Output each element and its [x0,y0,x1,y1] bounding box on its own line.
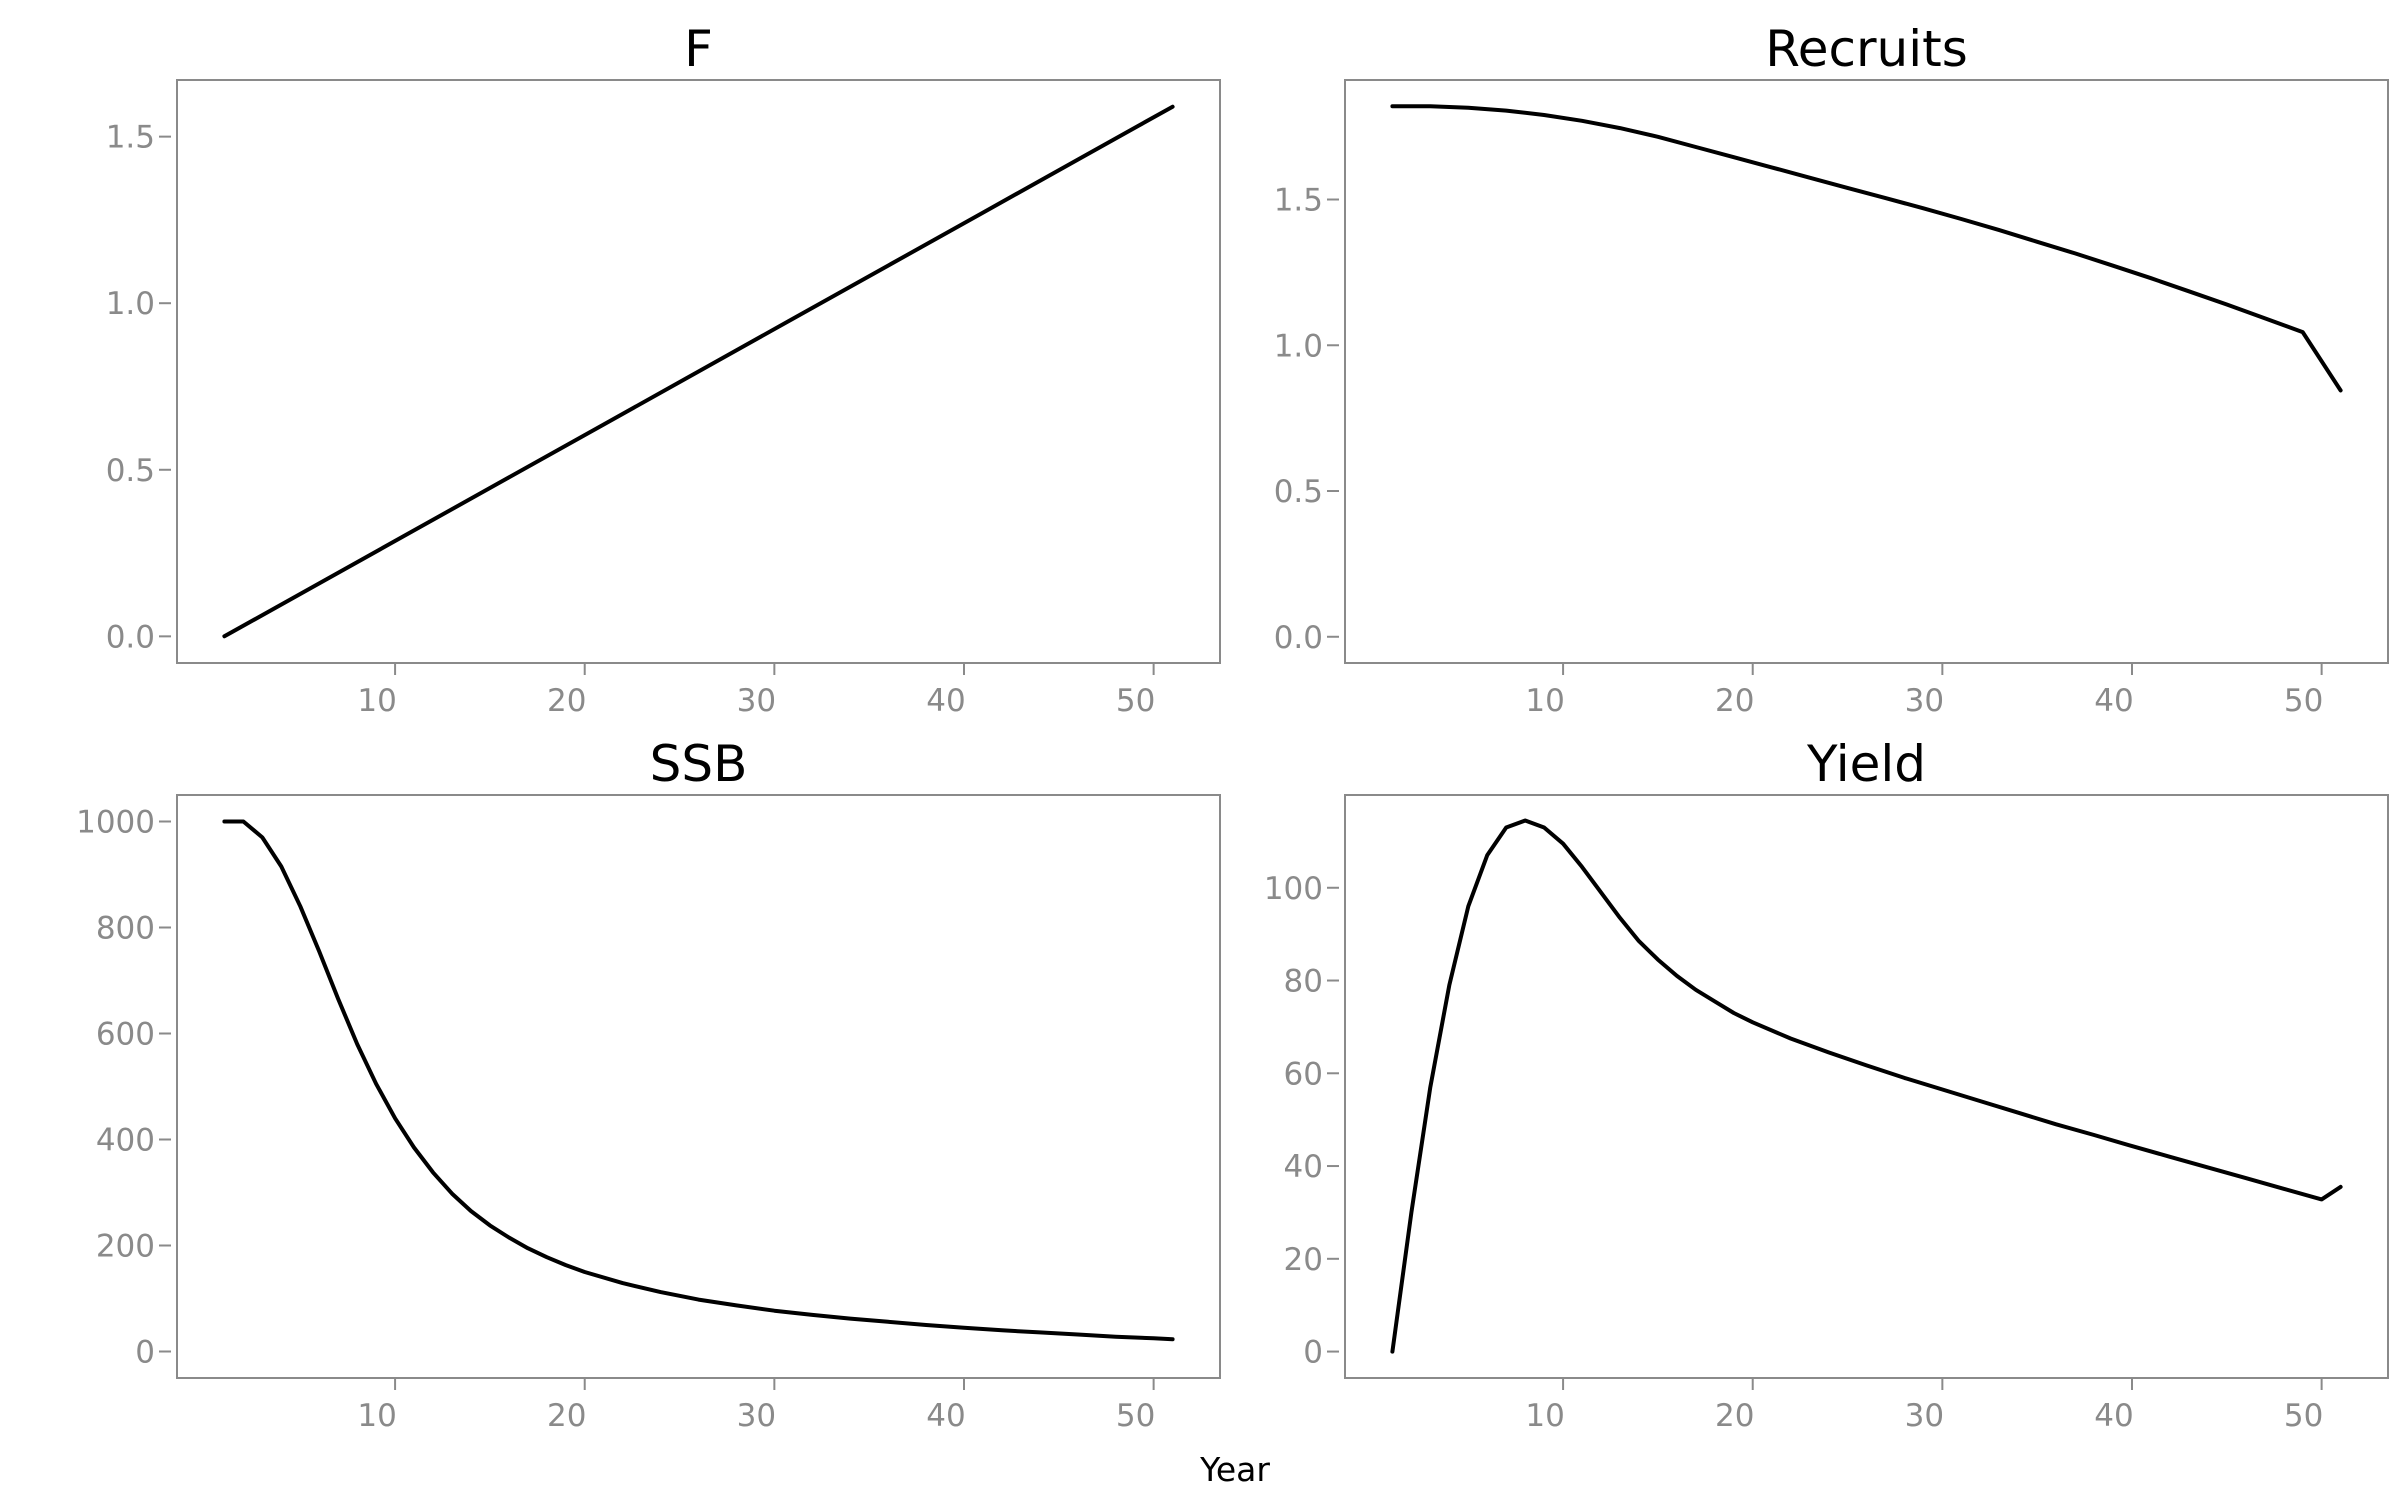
plot-area-f [176,79,1221,664]
x-tick-label-yield: 30 [1905,1398,1944,1434]
y-tick-label-ssb: 1000 [76,805,155,841]
plot-area-ssb [176,794,1221,1379]
y-tick-label-f: 1.5 [106,120,155,156]
y-tick-label-ssb: 800 [96,911,155,947]
y-tick-label-ssb: 200 [96,1229,155,1265]
y-tick-label-f: 1.0 [106,286,155,322]
y-tick-label-recruits: 0.5 [1274,474,1323,510]
y-tick-label-yield: 0 [1303,1335,1323,1371]
x-tick-label-recruits: 20 [1715,683,1754,719]
y-tick-label-recruits: 1.5 [1274,183,1323,219]
y-tick-label-yield: 20 [1284,1242,1323,1278]
x-tick-label-f: 10 [357,683,396,719]
x-tick-label-yield: 40 [2094,1398,2133,1434]
panel-title-f: F [684,20,713,78]
y-tick-label-yield: 100 [1264,871,1323,907]
y-tick-label-yield: 80 [1284,964,1323,1000]
y-tick-label-yield: 40 [1284,1149,1323,1185]
plot-area-recruits [1344,79,2389,664]
x-tick-label-recruits: 30 [1905,683,1944,719]
x-tick-label-recruits: 10 [1525,683,1564,719]
x-tick-label-recruits: 40 [2094,683,2133,719]
series-line-yield [1390,818,2343,1354]
x-tick-label-ssb: 40 [926,1398,965,1434]
series-line-ssb [222,819,1175,1342]
series-line-f [222,104,1175,639]
panel-title-recruits: Recruits [1765,20,1968,78]
y-tick-label-ssb: 400 [96,1123,155,1159]
y-tick-label-recruits: 1.0 [1274,328,1323,364]
x-tick-label-f: 20 [547,683,586,719]
x-tick-label-yield: 10 [1525,1398,1564,1434]
x-axis-label: Year [1199,1450,1270,1489]
x-tick-label-ssb: 30 [737,1398,776,1434]
x-tick-label-f: 40 [926,683,965,719]
y-tick-label-ssb: 0 [135,1335,155,1371]
y-tick-label-f: 0.0 [106,619,155,655]
panel-f: F 10 20 30 40 50 0.0 0.5 1.0 1.5 [106,20,1221,719]
x-tick-label-ssb: 20 [547,1398,586,1434]
panel-title-ssb: SSB [650,735,748,793]
panels: F 10 20 30 40 50 0.0 0.5 1.0 1.5 Recruits 10 20 30 40 5… [76,20,2389,1434]
x-tick-label-f: 30 [737,683,776,719]
y-tick-label-recruits: 0.0 [1274,620,1323,656]
panel-yield: Yield 10 20 30 40 50 0 20 40 60 80 100 [1264,735,2389,1434]
x-tick-label-yield: 50 [2284,1398,2323,1434]
x-tick-label-yield: 20 [1715,1398,1754,1434]
y-tick-label-ssb: 600 [96,1017,155,1053]
x-tick-label-f: 50 [1116,683,1155,719]
y-tick-label-yield: 60 [1284,1056,1323,1092]
x-tick-label-ssb: 50 [1116,1398,1155,1434]
y-tick-label-f: 0.5 [106,453,155,489]
panel-title-yield: Yield [1806,735,1926,793]
panel-ssb: SSB 10 20 30 40 50 0 200 400 600 800 1000 [76,735,1221,1434]
series-line-recruits [1390,104,2343,393]
x-tick-label-recruits: 50 [2284,683,2323,719]
x-tick-label-ssb: 10 [357,1398,396,1434]
plot-area-yield [1344,794,2389,1379]
panel-recruits: Recruits 10 20 30 40 50 0.0 0.5 1.0 1.5 [1274,20,2389,719]
